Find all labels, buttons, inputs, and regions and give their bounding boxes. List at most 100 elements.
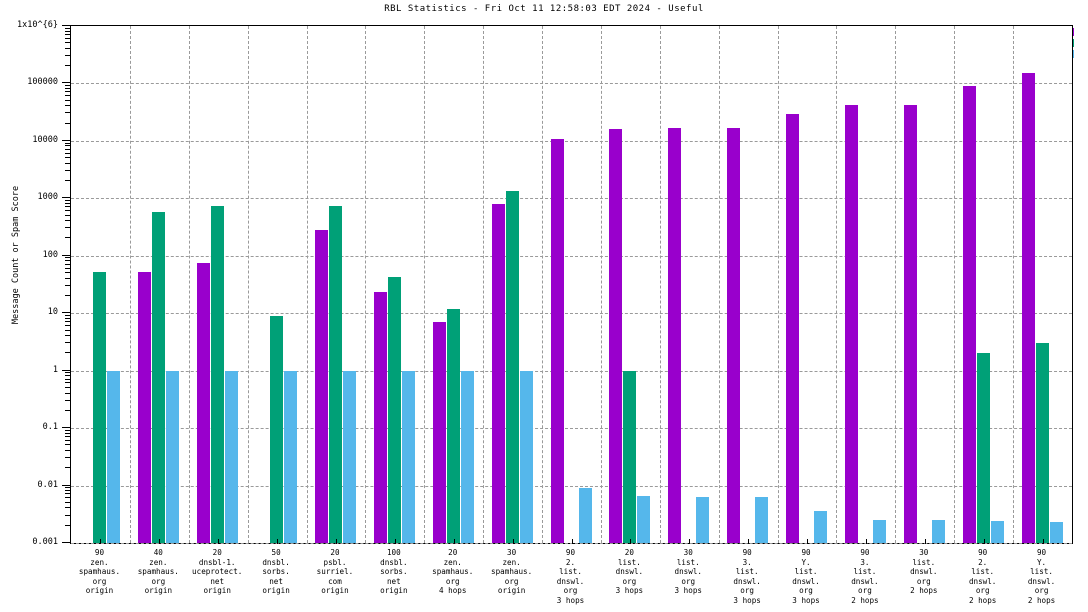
bar-group xyxy=(609,26,651,543)
y-axis-minor-tick xyxy=(65,342,70,344)
bar-score xyxy=(578,487,592,543)
y-axis-minor-tick xyxy=(65,152,70,154)
bar-score xyxy=(460,370,474,543)
bar-group xyxy=(432,26,475,543)
gridline-vertical xyxy=(777,26,779,543)
y-axis-minor-tick xyxy=(65,148,70,150)
y-axis-minor-tick xyxy=(65,99,70,101)
bar-notspam xyxy=(786,114,800,543)
x-axis-label: 20 dnsbl-1. uceprotect. net origin xyxy=(192,548,243,596)
y-axis-minor-tick xyxy=(65,162,70,164)
bar-spam xyxy=(211,205,225,543)
y-axis-minor-tick xyxy=(65,524,70,526)
y-axis-tick-label: 0.001 xyxy=(32,537,58,547)
y-axis-minor-tick xyxy=(65,169,70,171)
bar-group xyxy=(256,26,298,543)
y-axis-minor-tick xyxy=(65,457,70,459)
gridline-vertical xyxy=(836,26,838,543)
y-axis-tick-label: 1x10^{6} xyxy=(17,20,58,30)
gridline-horizontal xyxy=(71,485,1072,487)
bar-spam xyxy=(152,211,166,543)
y-axis-tick-label: 0.1 xyxy=(42,422,58,433)
gridline-vertical xyxy=(247,26,249,543)
y-axis-minor-tick xyxy=(65,493,70,495)
y-axis-minor-tick xyxy=(65,501,70,503)
y-axis-minor-tick xyxy=(65,210,70,212)
bar-group xyxy=(786,26,828,543)
x-axis-label: 50 dnsbl. sorbs. net origin xyxy=(262,548,290,596)
x-axis-label: 20 list. dnswl. org 3 hops xyxy=(615,548,644,596)
bar-spam xyxy=(505,190,519,543)
y-axis-minor-tick xyxy=(65,321,70,323)
y-axis-minor-tick xyxy=(65,409,70,411)
bar-score xyxy=(755,497,769,543)
x-axis-tick xyxy=(1042,539,1044,544)
x-axis-tick xyxy=(335,539,337,544)
y-axis-minor-tick xyxy=(65,314,70,316)
y-axis-minor-tick xyxy=(65,372,70,374)
x-axis-label: 90 2. list. dnswl. org 3 hops xyxy=(556,548,585,605)
y-axis-minor-tick xyxy=(65,375,70,377)
y-axis-tick-label: 1000 xyxy=(37,192,58,203)
y-axis-tick xyxy=(62,25,70,26)
x-axis-tick xyxy=(159,539,161,544)
x-axis-label: 90 3. list. dnswl. org 3 hops xyxy=(733,548,761,605)
bar-spam xyxy=(446,308,460,543)
bar-group xyxy=(844,26,887,543)
gridline-horizontal xyxy=(71,428,1072,430)
x-axis-label: 30 list. dnswl. org 2 hops xyxy=(910,548,938,596)
y-axis-minor-tick xyxy=(65,267,70,269)
y-axis-minor-tick xyxy=(65,88,70,89)
gridline-vertical xyxy=(1013,26,1015,543)
gridline-horizontal xyxy=(71,313,1072,315)
bar-notspam xyxy=(962,86,976,543)
y-axis-minor-tick xyxy=(65,122,70,124)
gridline-vertical xyxy=(365,26,367,543)
y-axis-minor-tick xyxy=(65,237,70,239)
gridline-horizontal xyxy=(71,370,1072,372)
x-axis-label: 90 2. list. dnswl. org 2 hops xyxy=(968,548,997,605)
bar-score xyxy=(166,370,180,543)
x-axis-tick xyxy=(453,539,455,544)
y-axis-tick xyxy=(62,254,70,256)
y-axis-tick-label: 10000 xyxy=(32,134,58,145)
gridline-vertical xyxy=(483,26,485,543)
bar-score xyxy=(637,496,651,543)
x-axis-tick xyxy=(394,539,396,544)
y-axis-minor-tick xyxy=(65,47,70,49)
bar-notspam xyxy=(903,104,917,543)
bar-score xyxy=(931,520,945,543)
y-axis-minor-tick xyxy=(65,317,70,319)
bar-score xyxy=(814,511,828,543)
y-axis-minor-tick xyxy=(65,386,70,388)
bar-group xyxy=(727,26,769,543)
bar-spam xyxy=(270,315,284,543)
bar-group xyxy=(1021,26,1064,543)
y-axis-minor-tick xyxy=(65,324,70,326)
y-axis-minor-tick xyxy=(65,220,70,222)
bar-score xyxy=(872,520,886,543)
bar-notspam xyxy=(1021,73,1035,543)
y-axis-minor-tick xyxy=(65,294,70,296)
bar-group xyxy=(79,26,121,543)
gridline-vertical xyxy=(600,26,602,543)
x-axis-label: 30 list. dnswl. org 3 hops xyxy=(674,548,702,596)
y-axis-minor-tick xyxy=(65,202,70,204)
gridline-vertical xyxy=(306,26,308,543)
gridline-vertical xyxy=(659,26,661,543)
y-axis-minor-tick xyxy=(65,378,70,380)
y-axis-minor-tick xyxy=(65,105,70,107)
bar-spam xyxy=(93,272,107,543)
y-axis-minor-tick xyxy=(65,277,70,279)
bar-notspam xyxy=(668,127,682,543)
y-axis-minor-tick xyxy=(65,467,70,469)
x-axis-label: 90 zen. spamhaus. org origin xyxy=(78,548,121,596)
y-axis-minor-tick xyxy=(65,199,70,201)
y-axis-tick xyxy=(62,484,70,486)
gridline-vertical xyxy=(542,26,544,543)
x-axis-label: 90 3. list. dnswl. org 2 hops xyxy=(851,548,879,605)
y-axis-minor-tick xyxy=(65,27,70,29)
y-axis-minor-tick xyxy=(65,352,70,354)
y-axis-minor-tick xyxy=(65,329,70,331)
y-axis-minor-tick xyxy=(65,392,70,394)
